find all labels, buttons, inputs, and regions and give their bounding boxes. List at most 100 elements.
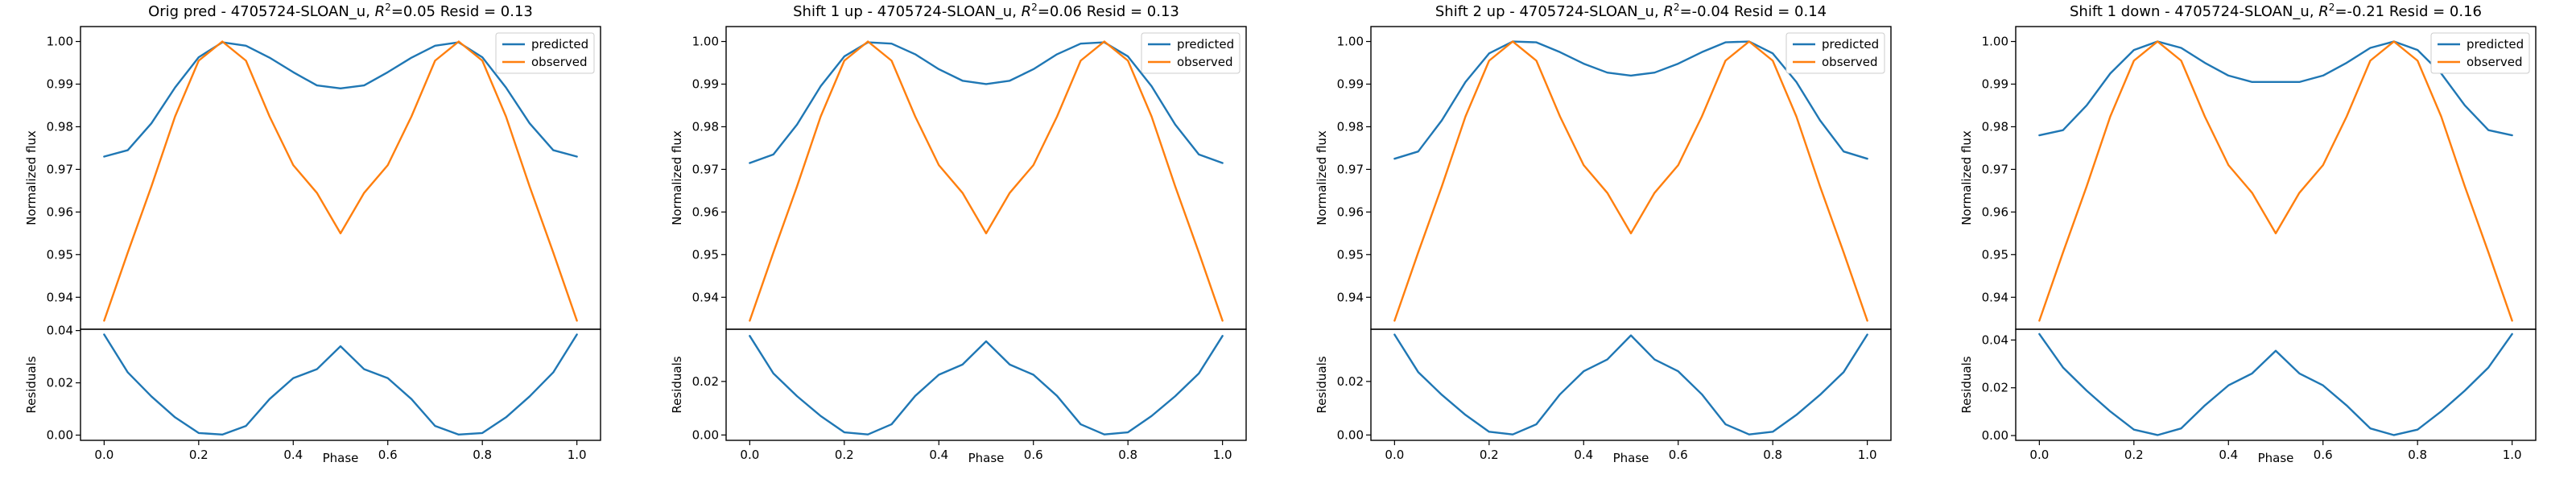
legend: predicted observed — [2430, 32, 2530, 74]
y-axis-label-top: Normalized flux — [24, 130, 39, 225]
xtick-label: 1.0 — [1858, 448, 1877, 462]
ytick-top-label: 0.98 — [1982, 119, 2008, 134]
title-suffix: =-0.04 Resid = 0.14 — [1680, 3, 1827, 20]
ytick-top-label: 1.00 — [692, 35, 719, 49]
xtick-label: 0.8 — [1118, 448, 1137, 462]
xtick-label: 0.2 — [1480, 448, 1499, 462]
ytick-top-label: 0.95 — [47, 247, 73, 262]
x-axis-label: Phase — [323, 451, 359, 465]
xtick-label: 1.0 — [568, 448, 587, 462]
ytick-top-label: 1.00 — [1337, 35, 1364, 49]
xtick-label: 0.2 — [835, 448, 854, 462]
ytick-bottom-label: 0.00 — [47, 428, 73, 443]
subplot-2: Shift 1 up - 4705724-SLOAN_u, R2=0.06 Re… — [670, 2, 1247, 465]
xtick-label: 0.0 — [740, 448, 759, 462]
ytick-top-label: 0.96 — [1337, 204, 1364, 219]
ytick-bottom-label: 0.02 — [692, 374, 719, 389]
xtick-label: 1.0 — [1213, 448, 1232, 462]
ytick-top-label: 0.99 — [1337, 76, 1364, 91]
ytick-top-label: 0.99 — [47, 76, 73, 91]
title-superscript: 2 — [385, 2, 391, 13]
series-line-observed — [1393, 40, 1868, 322]
series-line-observed — [2038, 40, 2513, 322]
title-superscript: 2 — [1674, 2, 1680, 13]
y-axis-label-bottom: Residuals — [24, 356, 39, 413]
y-axis-label-top: Normalized flux — [670, 130, 684, 225]
legend-box — [1785, 32, 1885, 74]
xtick-label: 0.6 — [378, 448, 398, 462]
panel-title: Orig pred - 4705724-SLOAN_u, R2=0.05 Res… — [148, 2, 533, 20]
xtick-label: 0.0 — [94, 448, 114, 462]
legend-label-observed: observed — [531, 55, 588, 69]
title-prefix: Shift 2 up - 4705724-SLOAN_u, — [1435, 3, 1664, 20]
xtick-label: 1.0 — [2503, 448, 2522, 462]
ytick-top-label: 0.97 — [47, 162, 73, 176]
ytick-top-label: 0.97 — [1982, 162, 2008, 176]
xtick-label: 0.8 — [473, 448, 492, 462]
xtick-label: 0.6 — [1669, 448, 1688, 462]
xtick-label: 0.4 — [1574, 448, 1593, 462]
ytick-bottom-label: 0.04 — [47, 324, 73, 338]
legend-box — [2430, 32, 2530, 74]
panel-title: Shift 1 up - 4705724-SLOAN_u, R2=0.06 Re… — [793, 2, 1179, 20]
ytick-bottom-label: 0.02 — [1337, 374, 1364, 389]
title-r-symbol: R — [1022, 3, 1032, 20]
title-prefix: Shift 1 down - 4705724-SLOAN_u, — [2070, 3, 2318, 20]
title-suffix: =0.06 Resid = 0.13 — [1038, 3, 1179, 20]
series-line-residual — [1393, 333, 1868, 436]
title-suffix: =0.05 Resid = 0.13 — [391, 3, 533, 20]
xtick-label: 0.4 — [283, 448, 303, 462]
ytick-top-label: 0.97 — [1337, 162, 1364, 176]
subplot-3: Shift 2 up - 4705724-SLOAN_u, R2=-0.04 R… — [1315, 2, 1892, 465]
legend-label-predicted: predicted — [531, 37, 588, 52]
legend-box — [1141, 32, 1241, 74]
bottom-axes-frame — [725, 328, 1247, 441]
y-axis-label-bottom: Residuals — [670, 356, 684, 413]
ytick-bottom-label: 0.00 — [1337, 427, 1364, 442]
legend: predicted observed — [1141, 32, 1241, 74]
series-line-observed — [749, 40, 1224, 322]
xtick-label: 0.8 — [1763, 448, 1782, 462]
title-r-symbol: R — [1663, 3, 1674, 20]
legend-box — [495, 32, 595, 74]
title-suffix: =-0.21 Resid = 0.16 — [2334, 3, 2482, 20]
ytick-top-label: 0.95 — [1337, 247, 1364, 262]
ytick-top-label: 0.99 — [1982, 76, 2008, 91]
ytick-top-label: 1.00 — [1982, 35, 2008, 49]
title-prefix: Orig pred - 4705724-SLOAN_u, — [148, 3, 375, 20]
title-r-symbol: R — [375, 3, 386, 20]
ytick-bottom-label: 0.02 — [47, 376, 73, 390]
xtick-label: 0.0 — [2029, 448, 2049, 462]
ytick-bottom-label: 0.02 — [1982, 381, 2008, 395]
bottom-axes-frame — [2015, 328, 2537, 441]
legend-label-predicted: predicted — [1177, 37, 1234, 52]
ytick-top-label: 0.99 — [692, 76, 719, 91]
xtick-label: 0.4 — [929, 448, 948, 462]
legend: predicted observed — [495, 32, 595, 74]
ytick-top-label: 0.97 — [692, 162, 719, 176]
ytick-top-label: 0.94 — [1982, 290, 2008, 304]
xtick-label: 0.6 — [2314, 448, 2333, 462]
series-line-predicted — [103, 41, 578, 158]
y-axis-label-bottom: Residuals — [1959, 356, 1974, 413]
ytick-bottom-label: 0.04 — [1982, 332, 2008, 347]
subplot-1: Orig pred - 4705724-SLOAN_u, R2=0.05 Res… — [24, 2, 601, 465]
legend-label-predicted: predicted — [1822, 37, 1879, 52]
y-axis-label-top: Normalized flux — [1315, 130, 1329, 225]
subplot-4: Shift 1 down - 4705724-SLOAN_u, R2=-0.21… — [1959, 2, 2537, 465]
ytick-top-label: 0.98 — [692, 119, 719, 134]
legend-label-predicted: predicted — [2467, 37, 2524, 52]
series-line-residual — [2038, 332, 2513, 436]
series-line-residual — [749, 335, 1224, 436]
series-line-predicted — [749, 41, 1224, 164]
xtick-label: 0.2 — [189, 448, 208, 462]
xtick-label: 0.2 — [2124, 448, 2144, 462]
ytick-top-label: 0.95 — [692, 247, 719, 262]
x-axis-label: Phase — [2258, 451, 2294, 465]
y-axis-label-top: Normalized flux — [1959, 130, 1974, 225]
ytick-top-label: 0.96 — [1982, 204, 2008, 219]
title-superscript: 2 — [1031, 2, 1038, 13]
title-superscript: 2 — [2329, 2, 2335, 13]
title-r-symbol: R — [2318, 3, 2329, 20]
